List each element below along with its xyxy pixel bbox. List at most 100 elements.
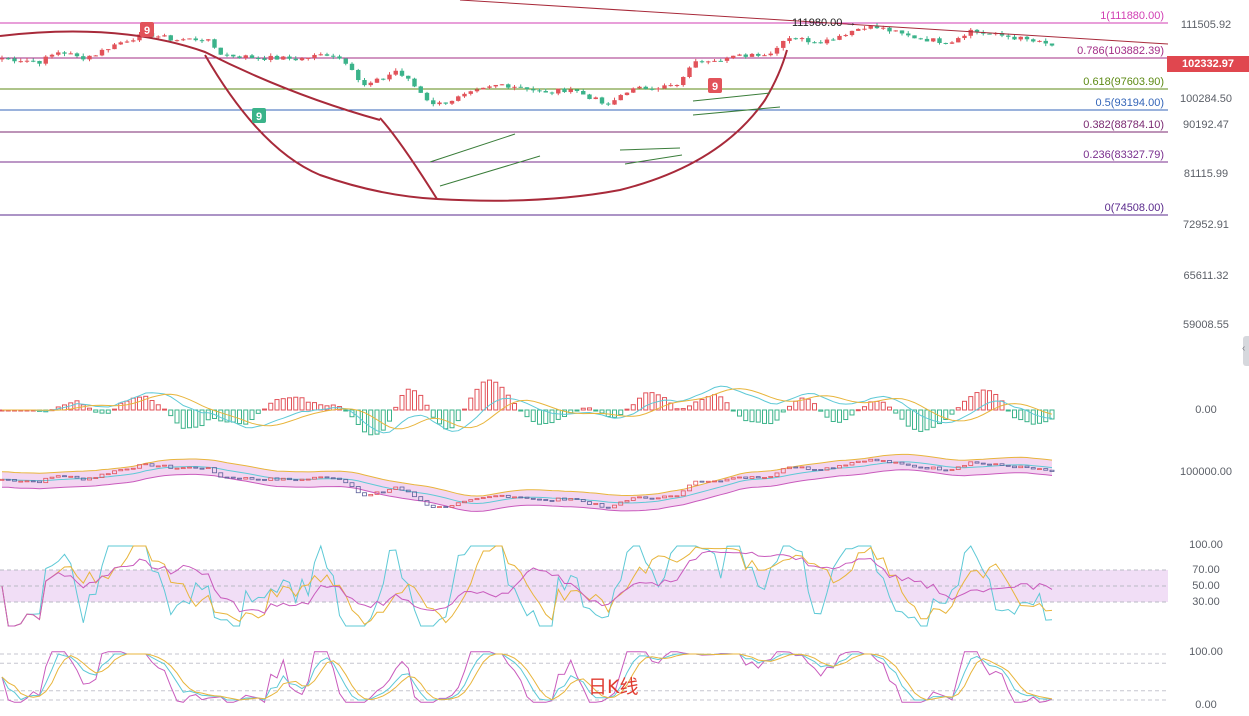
candle-body — [749, 53, 755, 57]
macd-bar — [843, 409, 849, 421]
macd-bar — [468, 397, 474, 411]
macd-bar — [1030, 409, 1036, 425]
boll-candle — [180, 467, 186, 470]
boll-candle — [487, 496, 492, 499]
macd-bar — [730, 409, 736, 412]
candle-body — [912, 35, 917, 39]
candle-body — [649, 88, 655, 90]
td-marker-box — [708, 78, 722, 93]
boll-candle — [224, 476, 230, 479]
macd-bar — [962, 400, 967, 411]
macd-bar — [687, 405, 692, 411]
y-tick-label: 81115.99 — [1184, 168, 1228, 180]
macd-bar — [224, 409, 230, 423]
candle-body — [737, 54, 742, 56]
boll-candle — [112, 470, 117, 475]
macd-bar — [380, 409, 386, 431]
macd-bar — [549, 409, 555, 424]
boll-candle — [812, 469, 817, 471]
macd-bar — [968, 396, 974, 411]
boll-candle — [755, 476, 761, 479]
fib-label: 0.618(97603.90) — [1083, 76, 1164, 88]
boll-candle — [1024, 465, 1030, 469]
candle-body — [81, 56, 86, 60]
candle-body — [99, 49, 105, 56]
macd-bar — [487, 379, 492, 411]
candle-body — [743, 54, 748, 57]
macd-bar — [474, 388, 480, 411]
boll-candle — [730, 477, 736, 480]
boll-candle — [974, 461, 980, 464]
boll-candle — [749, 476, 755, 479]
boll-candle — [962, 465, 967, 468]
boll-candle — [780, 468, 786, 474]
macd-bar — [980, 389, 986, 411]
boll-candle — [418, 496, 424, 502]
candle-body — [837, 35, 842, 40]
candle-body — [74, 53, 80, 57]
candle-body — [999, 33, 1005, 36]
boll-candle — [562, 497, 567, 501]
rsi-mid-line — [1, 545, 1053, 627]
macd-bar — [793, 400, 799, 411]
boll-candle — [287, 477, 292, 481]
macd-bar — [680, 408, 686, 411]
kdj-panel: 100.00 0.00 — [0, 646, 1223, 711]
candle-body — [537, 90, 542, 92]
macd-bar — [1049, 409, 1055, 420]
candle-body — [418, 86, 423, 93]
candle-body — [643, 86, 648, 89]
boll-candle — [268, 477, 274, 481]
candle-body — [718, 60, 723, 62]
boll-candle — [505, 494, 511, 498]
candle-body — [268, 55, 273, 60]
candle-body — [349, 63, 355, 70]
candle-body — [87, 55, 92, 60]
boll-candle — [605, 506, 611, 509]
candle-body — [1006, 35, 1011, 37]
macd-bar — [387, 409, 392, 422]
candle-body — [656, 88, 661, 90]
macd-bar — [218, 409, 224, 422]
candle-body — [1018, 36, 1023, 40]
candle-body — [968, 29, 973, 36]
y-tick-label: 72952.91 — [1183, 219, 1229, 231]
candle-body — [899, 30, 905, 34]
boll-upper-line — [1, 453, 1053, 497]
boll-candle — [649, 497, 655, 500]
collapse-handle[interactable]: ‹ — [1242, 336, 1249, 366]
macd-bar — [193, 409, 199, 428]
boll-candle — [230, 476, 236, 479]
candle-body — [337, 56, 342, 59]
macd-bar — [443, 409, 449, 430]
boll-candle — [74, 475, 80, 479]
candle-body — [943, 42, 948, 44]
boll-candle — [255, 478, 261, 481]
boll-candle — [193, 466, 199, 469]
candle-body — [449, 100, 455, 104]
macd-bar — [893, 409, 899, 414]
candle-body — [831, 39, 836, 41]
boll-candle — [312, 476, 317, 480]
boll-candle — [405, 489, 411, 493]
macd-bar — [574, 409, 580, 412]
macd-bar — [462, 408, 467, 411]
boll-candle — [80, 477, 86, 481]
boll-candle — [893, 461, 899, 464]
candle-body — [381, 78, 386, 80]
boll-candle — [5, 478, 11, 481]
boll-candle — [524, 496, 530, 499]
candle-body — [443, 102, 448, 104]
candle-body — [556, 88, 561, 94]
macd-bar — [1012, 409, 1017, 419]
boll-candle — [349, 482, 355, 487]
boll-candle — [387, 489, 392, 493]
candle-body — [224, 54, 230, 56]
boll-candle — [674, 495, 680, 498]
candle-body — [299, 58, 305, 61]
boll-candle — [1030, 467, 1036, 470]
candle-body — [162, 35, 167, 37]
macd-bar — [87, 407, 92, 411]
candle-body — [518, 86, 523, 88]
boll-candle — [368, 493, 374, 497]
